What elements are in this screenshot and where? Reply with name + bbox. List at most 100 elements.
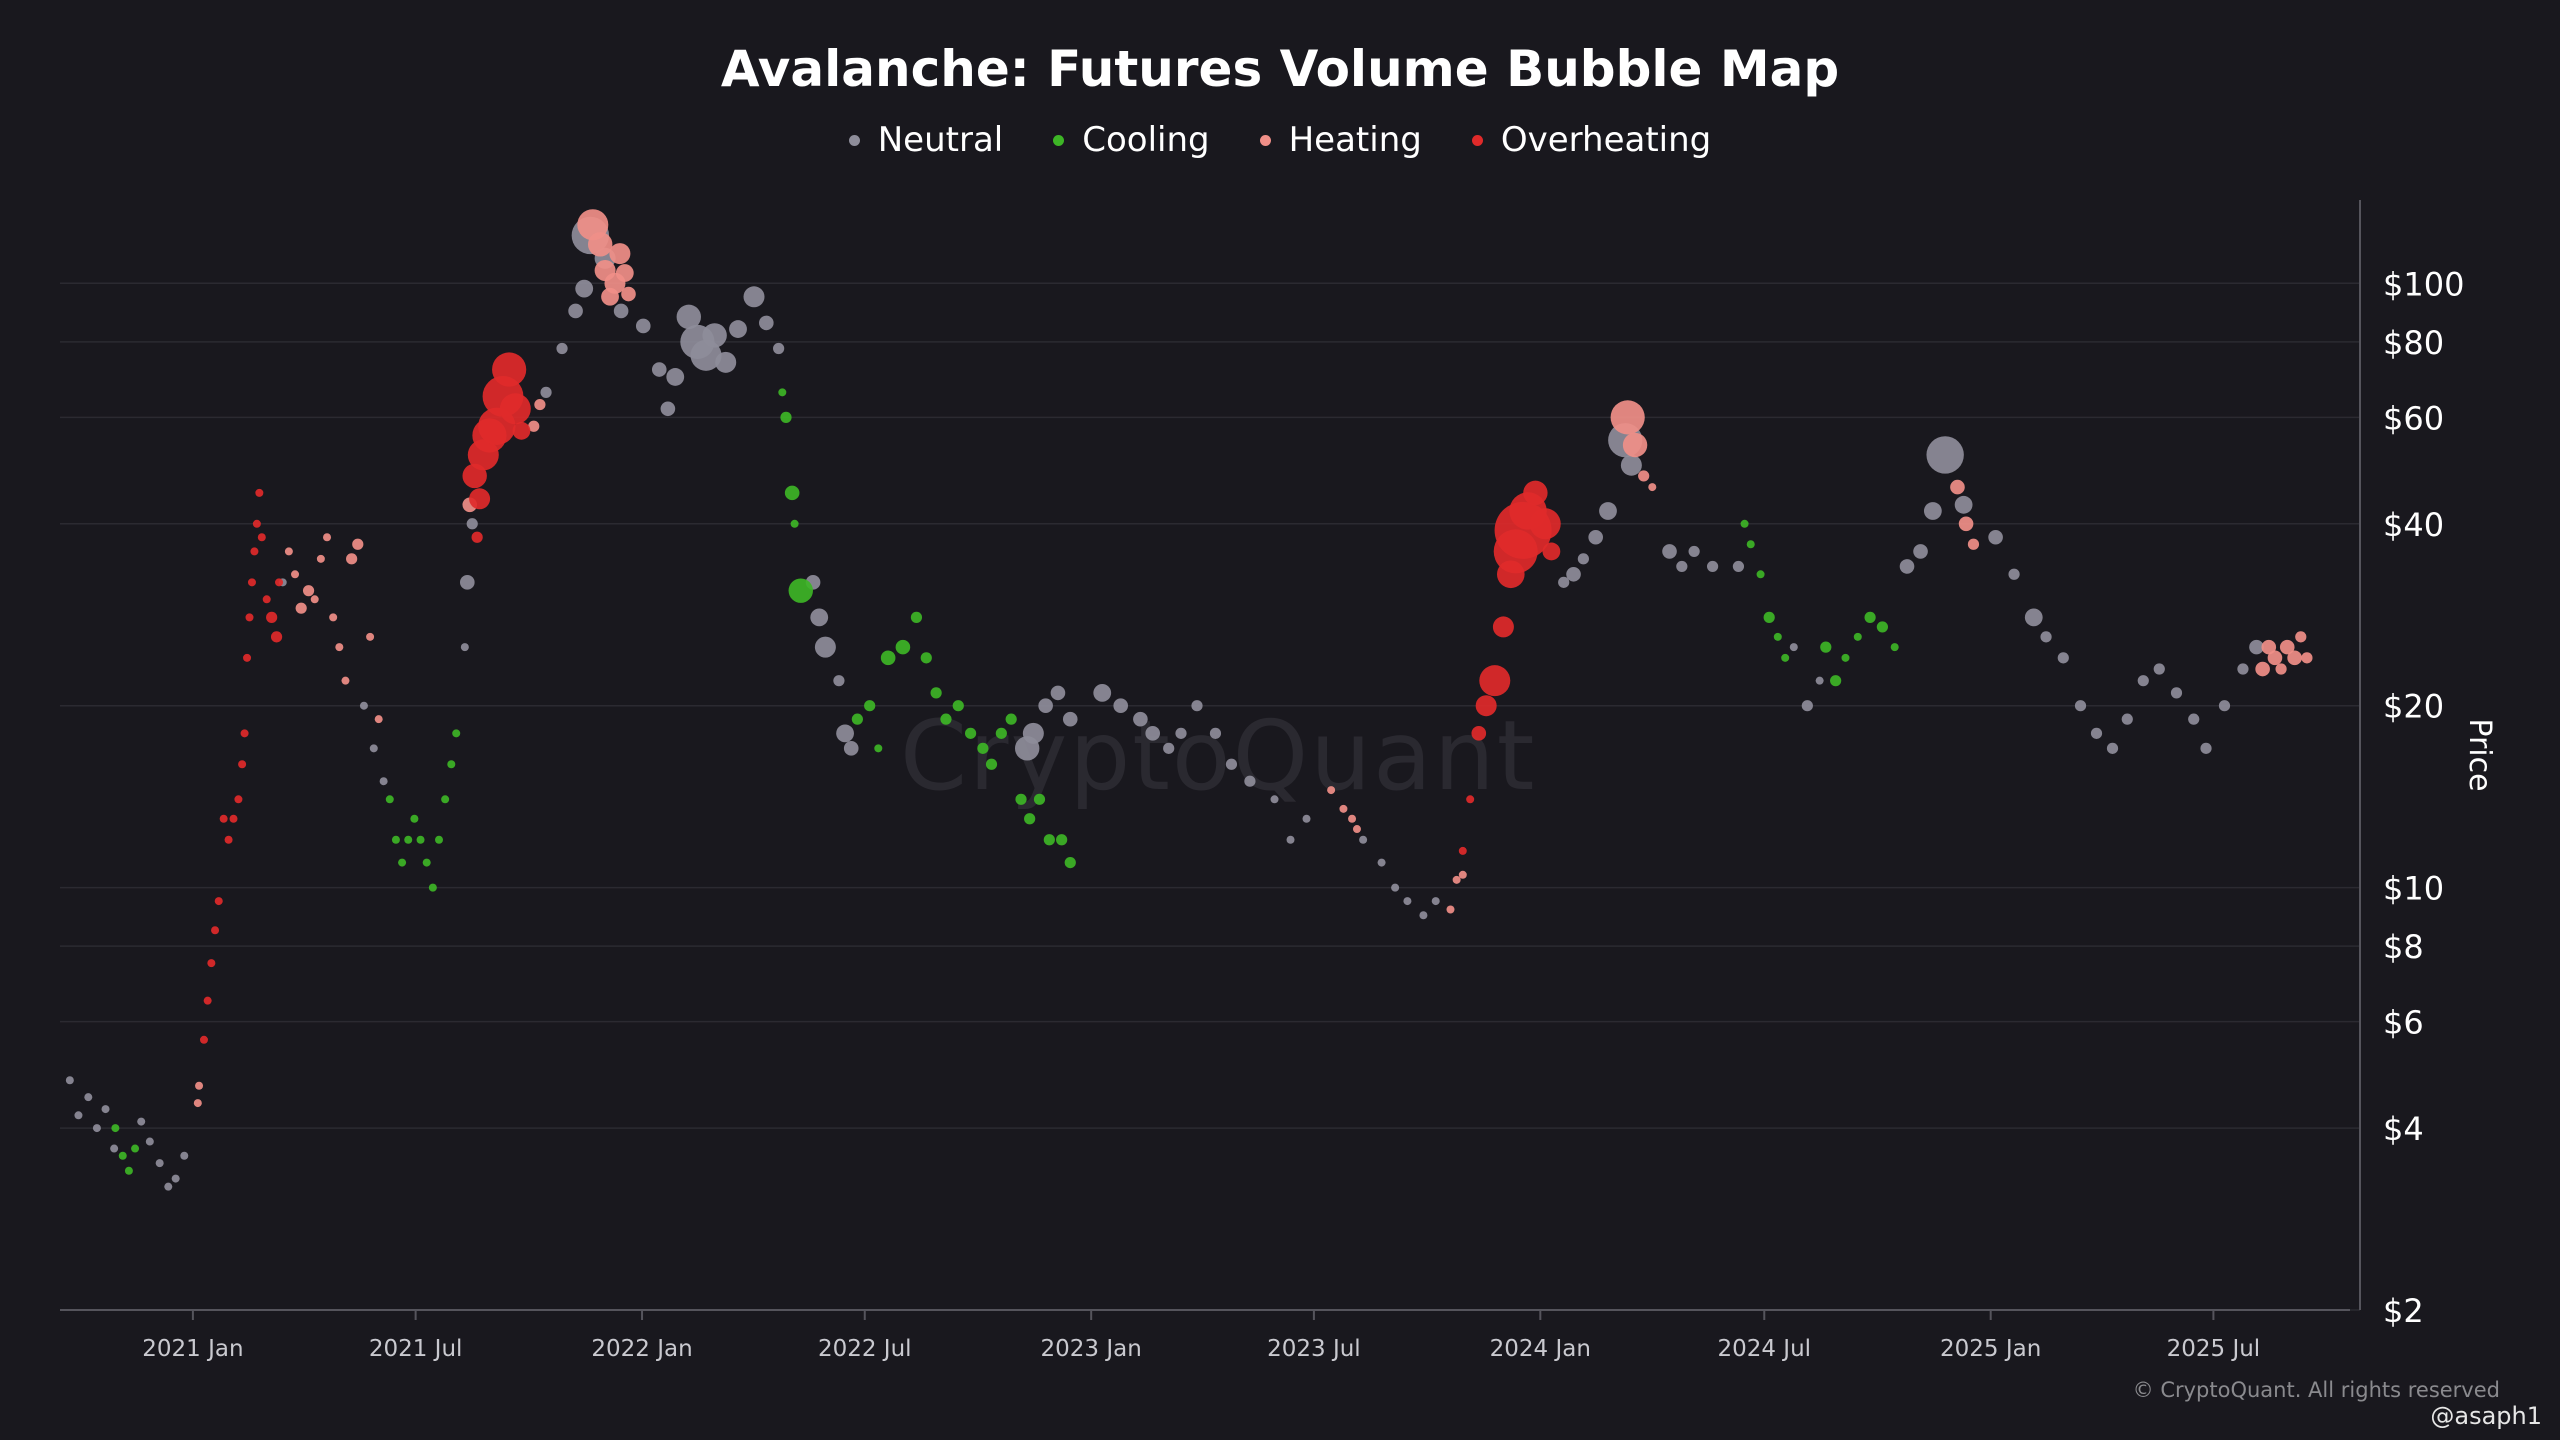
bubble-point (219, 814, 228, 823)
bubble-point (203, 996, 212, 1005)
bubble-point (323, 533, 332, 542)
bubble-point (2137, 675, 2149, 687)
bubble-point (441, 795, 450, 804)
bubble-point (1352, 825, 1361, 834)
bubble-point (1452, 875, 1461, 884)
bubble-point (1958, 516, 1974, 532)
y-tick-label: $4 (2383, 1110, 2424, 1148)
bubble-point (435, 835, 444, 844)
bubble-point (2301, 652, 2313, 664)
bubble-point (880, 650, 896, 666)
bubble-point (1339, 804, 1348, 813)
legend-item[interactable]: Heating (1259, 120, 1422, 160)
bubble-point (895, 639, 911, 655)
bubble-point (995, 727, 1007, 739)
bubble-point (833, 675, 845, 687)
bubble-point (291, 570, 300, 579)
bubble-point (2074, 700, 2087, 712)
bubble-point (229, 814, 238, 823)
bubble-point (1638, 470, 1650, 482)
bubble-point (214, 897, 223, 906)
bubble-point (1175, 727, 1187, 739)
bubble-point (575, 279, 594, 298)
bubble-point (145, 1137, 154, 1146)
bubble-point (1479, 665, 1511, 697)
bubble-point (385, 795, 394, 804)
bubble-point (1209, 727, 1222, 739)
chart-title: Avalanche: Futures Volume Bubble Map (720, 40, 1840, 98)
bubble-point (613, 303, 629, 319)
chart-legend: Neutral Cooling Heating Overheating (0, 120, 2560, 160)
bubble-point (1610, 400, 1645, 435)
bubble-point (1676, 560, 1688, 573)
bubble-point (743, 286, 765, 308)
bubble-point (1529, 508, 1561, 540)
legend-item[interactable]: Neutral (848, 120, 1003, 160)
bubble-point (1113, 698, 1129, 713)
bubble-point (556, 342, 568, 355)
bubble-point (1815, 676, 1824, 685)
y-tick-label: $20 (2383, 688, 2444, 726)
series-cooling (111, 388, 1899, 1175)
bubble-point (84, 1093, 93, 1102)
bubble-point (1830, 675, 1842, 687)
bubble-point (790, 519, 799, 528)
bubble-point (255, 488, 264, 497)
bubble-point (1043, 834, 1055, 846)
y-tick-label: $6 (2383, 1004, 2424, 1042)
y-axis-title: Price (2462, 718, 2497, 791)
bubble-point (635, 318, 651, 334)
bubble-point (2275, 663, 2287, 675)
bubble-point (195, 1081, 204, 1090)
bubble-point (452, 729, 461, 738)
bubble-point (469, 488, 491, 510)
bubble-point (836, 724, 854, 743)
bubble-point (2267, 650, 2283, 666)
bubble-point (1475, 695, 1497, 717)
bubble-point (346, 553, 358, 565)
legend-marker (1259, 134, 1271, 146)
bubble-point (2279, 639, 2295, 655)
x-tick-label: 2022 Jan (591, 1336, 692, 1362)
bubble-point (1688, 545, 1700, 558)
bubble-point (124, 1166, 133, 1175)
bubble-point (329, 613, 338, 622)
bubble-point (234, 795, 243, 804)
bubble-point (814, 636, 836, 658)
bubble-point (410, 814, 419, 823)
bubble-point (1781, 653, 1790, 662)
y-tick-label: $10 (2383, 870, 2444, 908)
bubble-point (2024, 608, 2043, 627)
bubble-point (910, 611, 923, 623)
bubble-point (428, 883, 437, 892)
bubble-point (1005, 713, 1017, 725)
bubble-point (1662, 544, 1677, 559)
bubble-point (1954, 495, 1973, 514)
bubble-point (1558, 576, 1570, 588)
bubble-point (302, 585, 315, 597)
bubble-point (1431, 897, 1440, 906)
bubble-point (534, 398, 546, 411)
bubble-point (940, 713, 952, 725)
bubble-point (702, 323, 727, 348)
bubble-point (1145, 726, 1161, 741)
x-tick-label: 2024 Jan (1490, 1336, 1591, 1362)
bubble-point (391, 835, 400, 844)
bubble-point (257, 533, 266, 542)
legend-item[interactable]: Overheating (1471, 120, 1711, 160)
legend-item[interactable]: Cooling (1053, 120, 1210, 160)
bubble-point (155, 1159, 164, 1168)
bubble-point (1890, 643, 1899, 652)
bubble-point (1022, 722, 1044, 744)
bubble-point (1913, 544, 1928, 559)
bubble-point (1801, 700, 1813, 712)
bubble-point (715, 351, 737, 373)
bubble-point (1876, 621, 1889, 633)
bubble-point (1622, 432, 1648, 458)
bubble-point (65, 1076, 74, 1085)
bubble-point (369, 744, 378, 753)
bubble-point (404, 835, 413, 844)
bubble-point (1471, 726, 1487, 741)
bubble-point (499, 393, 531, 425)
legend-label: Cooling (1082, 120, 1210, 160)
